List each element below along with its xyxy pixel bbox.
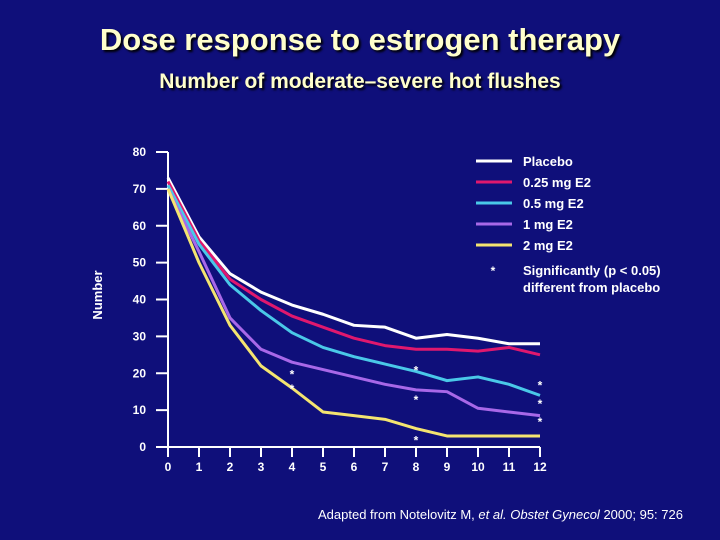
y-tick-labels: 0 10 20 30 40 50 60 70 80 <box>133 145 147 454</box>
legend-significance-note-line2: different from placebo <box>523 280 660 295</box>
legend-label-1: 0.25 mg E2 <box>523 175 591 190</box>
legend-significance-note-line1: Significantly (p < 0.05) <box>523 263 661 278</box>
series-line-1 <box>166 180 541 357</box>
citation-suffix: 2000; 95: 726 <box>599 507 683 522</box>
x-tick-label: 5 <box>320 460 327 474</box>
x-tick-label: 1 <box>196 460 203 474</box>
series-line-4 <box>166 188 540 438</box>
y-tick-label: 30 <box>133 329 147 343</box>
y-tick-label: 60 <box>133 219 147 233</box>
legend-label-4: 2 mg E2 <box>523 238 573 253</box>
y-tick-label: 10 <box>133 403 147 417</box>
significance-marker: * <box>290 367 295 381</box>
chart-legend: Placebo 0.25 mg E2 0.5 mg E2 1 mg E2 2 mg E2… <box>476 154 661 295</box>
significance-marker: * <box>414 393 419 407</box>
x-tick-labels: 0 1 2 3 4 5 6 7 8 9 10 11 12 <box>165 460 547 474</box>
legend-label-2: 0.5 mg E2 <box>523 196 584 211</box>
citation-etal: et al. <box>478 507 507 522</box>
x-tick-label: 11 <box>503 460 516 474</box>
significance-markers: ******** <box>290 364 543 448</box>
significance-marker: * <box>538 415 543 429</box>
x-tick-label: 0 <box>165 460 172 474</box>
y-tick-label: 70 <box>133 182 147 196</box>
x-tick-label: 10 <box>471 460 485 474</box>
series-lines <box>166 177 541 438</box>
y-tick-label: 40 <box>133 293 147 307</box>
x-tick-label: 7 <box>382 460 389 474</box>
x-tick-label: 4 <box>289 460 296 474</box>
citation: Adapted from Notelovitz M, et al. Obstet… <box>318 507 683 522</box>
chart-axes <box>156 151 541 457</box>
y-tick-label: 50 <box>133 256 147 270</box>
y-tick-label: 0 <box>139 440 146 454</box>
x-tick-label: 3 <box>258 460 265 474</box>
x-tick-label: 2 <box>227 460 234 474</box>
series-line-0 <box>166 177 540 346</box>
significance-marker: * <box>538 378 543 392</box>
citation-prefix: Adapted from Notelovitz M, <box>318 507 479 522</box>
significance-marker: * <box>414 364 419 378</box>
legend-label-3: 1 mg E2 <box>523 217 573 232</box>
significance-marker: * <box>538 397 543 411</box>
slide-title: Dose response to estrogen therapy <box>99 22 621 57</box>
citation-journal: Obstet Gynecol <box>510 507 600 522</box>
y-tick-label: 20 <box>133 366 147 380</box>
series-line-3 <box>166 188 541 418</box>
y-axis-label: Number <box>90 270 105 319</box>
y-tick-label: 80 <box>133 145 147 159</box>
slide-subtitle: Number of moderate–severe hot flushes <box>159 70 561 93</box>
significance-marker: * <box>414 434 419 448</box>
x-tick-label: 8 <box>413 460 420 474</box>
x-tick-label: 9 <box>444 460 451 474</box>
series-line-2 <box>166 184 541 397</box>
x-tick-label: 6 <box>351 460 358 474</box>
significance-marker: * <box>290 382 295 396</box>
legend-significance-marker: * <box>491 264 496 278</box>
legend-label-0: Placebo <box>523 154 573 169</box>
x-tick-label: 12 <box>533 460 547 474</box>
